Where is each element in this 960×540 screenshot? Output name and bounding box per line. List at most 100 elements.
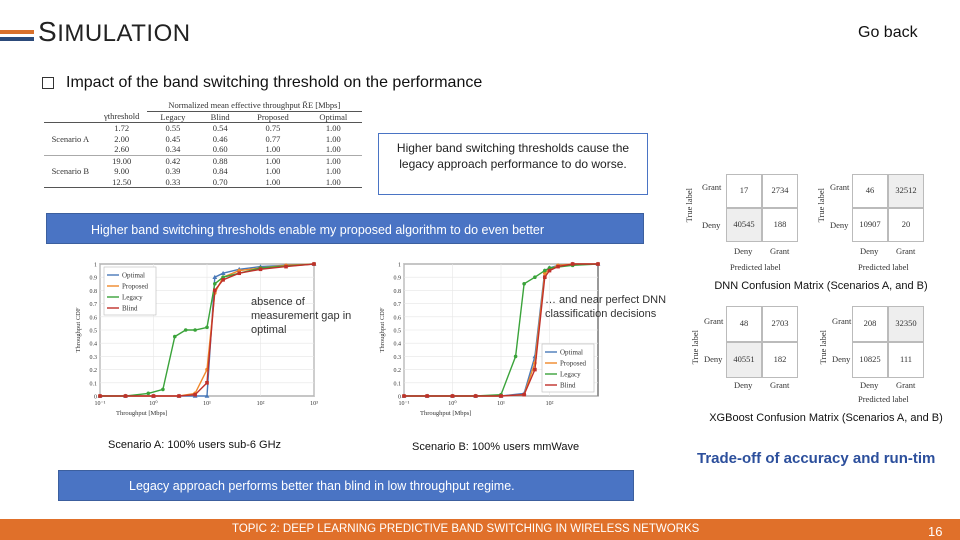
predicted-label: Predicted label (858, 394, 909, 404)
x-tick-label: 10³ (310, 401, 318, 407)
table-cell: 1.00 (241, 154, 305, 166)
row-label: Deny (702, 220, 721, 230)
table-scenario-label (44, 144, 97, 155)
table-col-header: Proposed (257, 111, 289, 122)
slide-title: SIMULATION (38, 16, 191, 47)
legend-label: Proposed (560, 360, 587, 368)
cm-cell: 17 (726, 174, 762, 208)
slide-subtitle: Impact of the band switching threshold o… (66, 74, 483, 91)
data-point (542, 271, 547, 276)
table-cell: 1.00 (265, 166, 281, 176)
legend-label: Legacy (122, 294, 143, 302)
y-tick-label: 0.9 (394, 276, 402, 282)
y-tick-label: 1 (94, 263, 97, 269)
cm-cell: 2703 (762, 306, 798, 342)
data-point (258, 267, 263, 272)
data-point (213, 282, 217, 286)
tradeoff-heading: Trade-off of accuracy and run-tim (697, 450, 936, 467)
table-scenario-label (44, 177, 97, 188)
table-scenario-label (44, 123, 97, 134)
table-cell: 1.00 (265, 144, 281, 154)
dnn-confusion-matrices: True label Grant Deny 17 2734 40545 188 … (684, 168, 960, 276)
x-axis-label: Throughput [Mbps] (116, 410, 167, 417)
table-cell: 1.00 (325, 133, 341, 144)
cm-cell: 2734 (762, 174, 798, 208)
table-cell: 1.00 (304, 154, 362, 166)
near-perfect-annotation: … and near perfect DNN classification de… (545, 294, 667, 320)
data-point (542, 268, 547, 273)
table-scenario-label (44, 154, 97, 166)
col-label: Grant (770, 246, 790, 256)
x-tick-label: 10⁻¹ (95, 401, 106, 407)
x-tick-label: 10⁰ (149, 400, 158, 407)
data-point (402, 394, 406, 398)
data-point (146, 391, 151, 396)
x-tick-label: 10¹ (497, 401, 505, 407)
col-label: Grant (896, 246, 916, 256)
true-label: True label (818, 330, 828, 365)
data-point (425, 394, 429, 398)
data-point (205, 325, 209, 330)
data-point (220, 270, 226, 276)
data-point (533, 275, 537, 279)
table-row: 1.72 0.55 0.54 0.75 1.00 (44, 122, 362, 134)
row-label: Deny (830, 220, 849, 230)
data-point (183, 328, 188, 332)
data-point (172, 334, 177, 339)
row-label: Grant (830, 182, 850, 192)
table-cell: 1.00 (325, 123, 341, 133)
y-tick-label: 0.7 (394, 302, 402, 308)
cm-cell: 208 (852, 306, 888, 342)
go-back-link[interactable]: Go back (858, 24, 918, 41)
cm-cell: 40545 (726, 208, 762, 242)
table-cell: 12.50 (112, 176, 132, 187)
series-line-blind (100, 263, 315, 397)
table-row: 19.00 0.42 0.88 1.00 1.00 (44, 154, 362, 166)
cm-cell: 20 (888, 208, 924, 242)
col-label: Deny (860, 380, 879, 390)
predicted-label: Predicted label (858, 262, 909, 272)
footer-bar (0, 519, 960, 540)
col-label: Deny (734, 380, 753, 390)
table-cell: 0.60 (212, 144, 228, 154)
cm-cell: 10825 (852, 342, 888, 378)
row-label: Grant (704, 316, 724, 326)
y-tick-label: 0.8 (394, 289, 402, 295)
y-tick-label: 0.1 (90, 381, 98, 387)
x-tick-label: 10² (257, 401, 265, 407)
page-number: 16 (928, 524, 943, 539)
table-cell: 0.88 (199, 154, 242, 166)
table-cell: 2.00 (114, 133, 130, 144)
table-cell: 19.00 (96, 154, 147, 166)
cm-cell: 32512 (888, 174, 924, 208)
legend-label: Blind (560, 382, 576, 390)
table-cell: 0.77 (265, 133, 281, 144)
cm-cell: 182 (762, 342, 798, 378)
data-point (473, 394, 478, 398)
table-scenario-label: Scenario A (51, 133, 90, 144)
cm-cell: 111 (888, 342, 924, 378)
y-tick-label: 0.3 (394, 355, 402, 361)
series-line-blind (404, 263, 598, 397)
y-tick-label: 0.7 (90, 302, 98, 308)
data-point (284, 264, 288, 269)
xgboost-confusion-matrices: True label Grant Deny 48 2703 40551 182 … (690, 304, 960, 408)
gap-annotation: absence of measurement gap in optimal (251, 296, 352, 336)
cm-cell: 40551 (726, 342, 762, 378)
y-tick-label: 0.2 (90, 368, 98, 374)
chart-b-caption: Scenario B: 100% users mmWave (412, 441, 580, 453)
data-point (533, 367, 537, 372)
table-cell: 1.00 (325, 166, 341, 176)
row-label: Grant (832, 316, 852, 326)
y-tick-label: 0.9 (90, 276, 98, 282)
table-cell: 0.75 (265, 123, 281, 133)
table-cell: 2.60 (114, 144, 130, 154)
table-cell: 1.00 (325, 176, 341, 187)
legend-label: Proposed (122, 283, 149, 291)
table-row: 12.50 0.33 0.70 1.00 1.00 (44, 177, 362, 188)
cm-cell: 32350 (888, 306, 924, 342)
true-label: True label (684, 188, 694, 223)
legend-label: Legacy (560, 371, 581, 379)
table-cell: 0.55 (165, 123, 181, 133)
series-line-legacy (100, 263, 315, 397)
